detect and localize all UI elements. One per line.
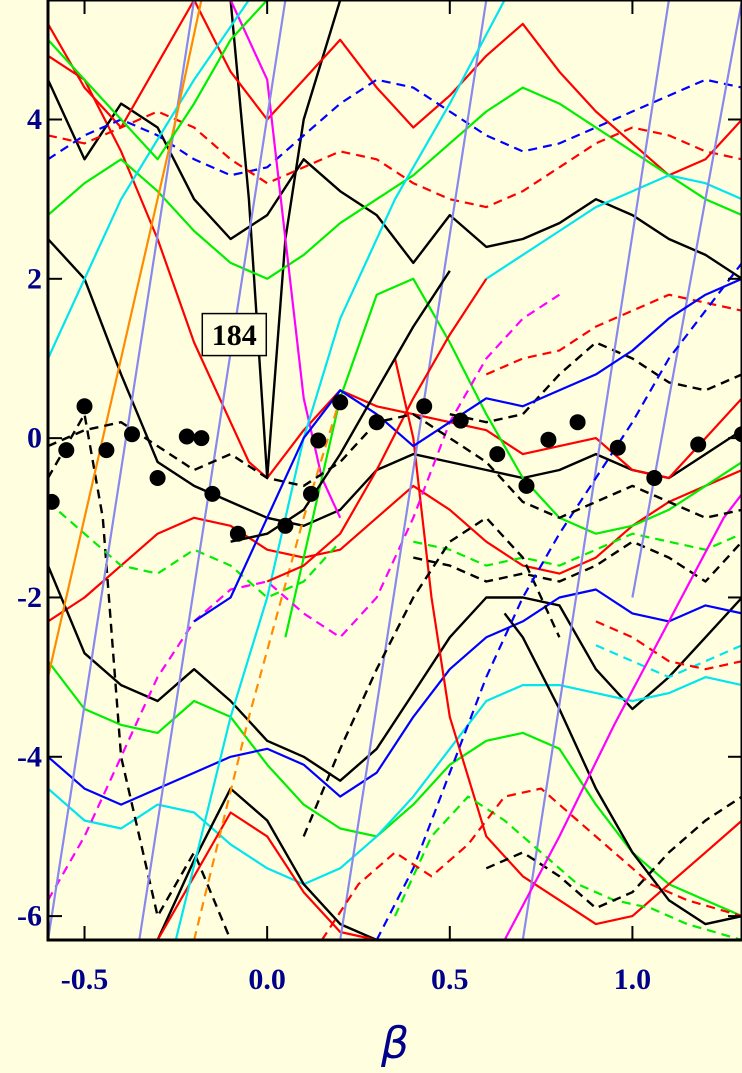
data-point-20 — [540, 431, 557, 448]
data-point-24 — [690, 436, 707, 453]
data-point-12 — [303, 485, 319, 502]
data-point-21 — [569, 414, 586, 431]
series-line-49 — [48, 413, 742, 519]
series-line-37 — [48, 0, 203, 678]
x-tick-label-1: -0.5 — [61, 963, 109, 996]
series-line-27 — [48, 293, 561, 901]
y-tick-label-5: -4 — [17, 740, 42, 773]
y-tick-label-2: 2 — [27, 262, 42, 295]
series-line-47 — [320, 787, 742, 940]
series-line-42 — [302, 516, 561, 837]
series-line-4 — [48, 468, 742, 623]
series-line-30 — [48, 0, 196, 940]
series-line-40 — [230, 270, 451, 543]
data-point-17 — [452, 412, 469, 429]
data-point-6 — [149, 470, 166, 486]
series-line-12 — [393, 358, 742, 926]
series-line-45 — [485, 795, 742, 910]
data-point-18 — [489, 446, 506, 463]
data-point-15 — [368, 414, 385, 431]
x-tick-label-2: 0.0 — [248, 963, 286, 996]
data-point-14 — [332, 394, 349, 411]
data-point-5 — [124, 426, 140, 443]
series-line-3 — [229, 0, 342, 480]
series-line-33 — [521, 0, 670, 940]
series-line-36 — [174, 0, 506, 940]
series-line-34 — [631, 0, 742, 598]
data-point-13 — [310, 432, 327, 449]
series-line-48 — [48, 0, 269, 161]
series-line-32 — [339, 0, 488, 940]
series-line-15 — [413, 532, 742, 567]
series-line-26 — [485, 293, 742, 376]
data-point-2 — [58, 442, 75, 459]
series-line-10 — [156, 811, 377, 940]
data-point-11 — [277, 517, 294, 534]
data-point-1 — [48, 493, 60, 510]
series-line-24 — [284, 277, 742, 638]
series-line-19 — [48, 0, 742, 177]
annotation-box — [201, 312, 268, 357]
data-point-23 — [646, 470, 663, 486]
series-line-35 — [48, 0, 250, 359]
series-line-9 — [156, 787, 378, 940]
plot-frame — [46, 0, 742, 942]
series-line-39 — [193, 277, 742, 623]
y-tick-label-1: 4 — [27, 103, 42, 136]
series-line-6 — [48, 660, 742, 918]
y-tick-label-4: -2 — [17, 581, 42, 614]
data-point-19 — [518, 477, 535, 494]
series-line-2 — [48, 54, 742, 480]
data-point-3 — [76, 398, 93, 415]
series-line-38 — [193, 397, 342, 940]
y-tick-label-3: 0 — [27, 422, 42, 455]
series-line-14 — [413, 540, 742, 583]
data-point-16 — [416, 398, 433, 415]
series-line-13 — [503, 612, 742, 926]
series-layer — [48, 0, 742, 940]
series-line-25 — [449, 341, 742, 424]
series-line-28 — [485, 174, 742, 280]
tick-layer: -0.5 0.0 0.5 1.0 4 2 0 -2 -4 -6 — [17, 0, 742, 996]
data-point-4 — [98, 442, 115, 459]
series-line-29 — [48, 501, 342, 599]
data-point-9 — [204, 485, 221, 502]
series-line-16 — [595, 644, 742, 679]
y-tick-label-6: -6 — [17, 900, 42, 933]
series-line-31 — [138, 0, 287, 940]
series-line-44 — [393, 795, 742, 940]
series-line-41 — [266, 278, 488, 583]
data-point-7 — [178, 428, 195, 445]
x-axis-title: β — [380, 1018, 409, 1069]
annotation-layer: 184 — [201, 312, 268, 357]
series-line-1 — [48, 238, 742, 527]
x-tick-label-4: 1.0 — [614, 963, 652, 996]
data-point-8 — [193, 430, 210, 447]
x-tick-label-3: 0.5 — [431, 963, 469, 996]
series-line-18 — [48, 79, 742, 280]
data-point-10 — [229, 525, 246, 542]
series-line-17 — [595, 620, 742, 671]
annotation-label: 184 — [212, 319, 257, 352]
series-line-22 — [48, 110, 742, 209]
data-point-22 — [609, 439, 626, 456]
